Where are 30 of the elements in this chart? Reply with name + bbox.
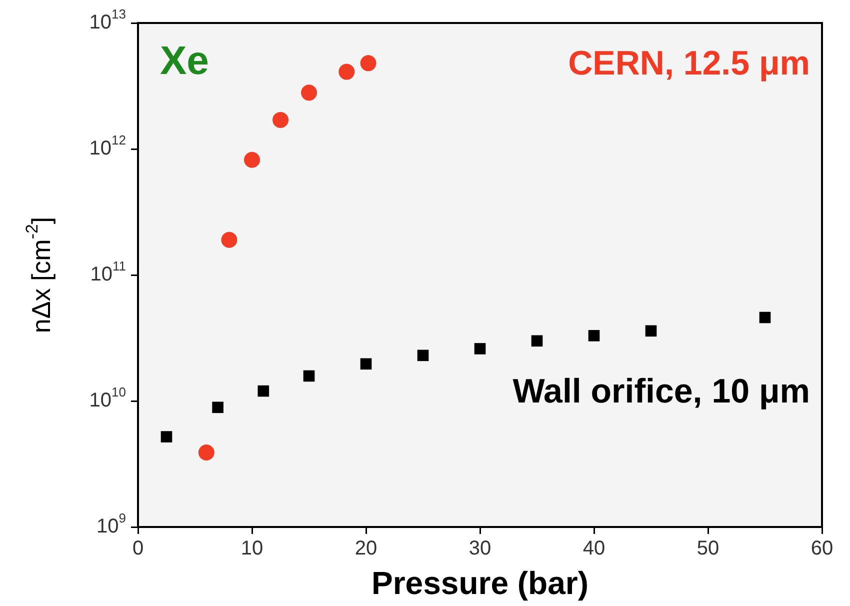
x-tick-label: 50 xyxy=(696,538,720,560)
point xyxy=(212,402,224,414)
point xyxy=(244,152,260,168)
x-tick-label: 30 xyxy=(468,538,492,560)
series-label: Wall orifice, 10 μm xyxy=(512,372,810,410)
point xyxy=(338,64,355,80)
point xyxy=(531,335,543,347)
point xyxy=(360,358,372,370)
x-tick-label: 0 xyxy=(132,538,144,560)
point xyxy=(360,55,376,72)
point xyxy=(417,350,429,362)
point xyxy=(588,330,600,342)
point xyxy=(303,370,315,382)
x-tick-label: 20 xyxy=(354,538,378,560)
point xyxy=(198,444,214,461)
point xyxy=(759,312,771,324)
point xyxy=(301,84,317,101)
x-tick-label: 60 xyxy=(810,538,834,560)
point xyxy=(221,232,238,248)
point xyxy=(258,385,270,397)
point xyxy=(272,112,288,128)
x-tick-label: 10 xyxy=(240,538,264,560)
x-tick-label: 40 xyxy=(582,538,606,560)
text: CERN, 12.5 μm xyxy=(568,44,810,82)
point xyxy=(645,325,657,337)
y-axis-title: nΔx [cm-2] xyxy=(22,216,56,334)
x-axis-title: Pressure (bar) xyxy=(372,564,588,601)
point xyxy=(474,343,486,354)
annotation: Xe xyxy=(160,39,209,84)
point xyxy=(160,431,172,442)
